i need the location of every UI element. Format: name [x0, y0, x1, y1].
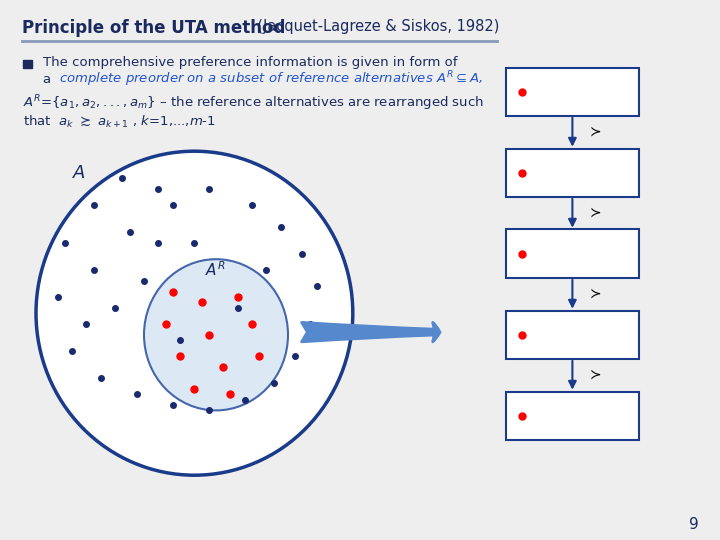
FancyBboxPatch shape: [505, 310, 639, 359]
Text: $a_3{\sim}a_4$: $a_3{\sim}a_4$: [537, 247, 585, 261]
Bar: [23, 60, 32, 68]
Text: $A$: $A$: [72, 164, 86, 182]
Text: complete preorder on a subset of reference alternatives $A^R\subseteq A$,: complete preorder on a subset of referen…: [59, 70, 483, 89]
Text: 9: 9: [688, 517, 698, 532]
Text: $a_5$: $a_5$: [537, 328, 553, 342]
Text: $\succ$: $\succ$: [587, 206, 601, 220]
Text: The comprehensive preference information is given in form of: The comprehensive preference information…: [43, 56, 458, 69]
FancyBboxPatch shape: [505, 68, 639, 116]
Text: $a_2$: $a_2$: [537, 166, 552, 180]
Text: $\succ$: $\succ$: [587, 368, 601, 382]
Text: that  $a_k\ \succsim\ a_{k+1}$ , $k$=1,...,$m$-1: that $a_k\ \succsim\ a_{k+1}$ , $k$=1,..…: [23, 113, 216, 130]
FancyBboxPatch shape: [505, 392, 639, 440]
Ellipse shape: [144, 259, 288, 410]
Text: $\succ$: $\succ$: [587, 287, 601, 301]
FancyBboxPatch shape: [505, 230, 639, 278]
Text: $A^R$: $A^R$: [205, 261, 226, 279]
Text: (Jacquet-Lagreze & Siskos, 1982): (Jacquet-Lagreze & Siskos, 1982): [248, 19, 500, 34]
Text: a: a: [43, 73, 55, 86]
Text: $A^R$={$a_1,a_2,...,a_m$} – the reference alternatives are rearranged such: $A^R$={$a_1,a_2,...,a_m$} – the referenc…: [23, 94, 484, 113]
Text: $a_1$: $a_1$: [537, 85, 552, 99]
Text: $a_6{\sim}a_7$: $a_6{\sim}a_7$: [537, 409, 585, 423]
Text: $\succ$: $\succ$: [587, 125, 601, 139]
Ellipse shape: [36, 151, 353, 475]
FancyBboxPatch shape: [505, 148, 639, 197]
Text: Principle of the UTA method: Principle of the UTA method: [22, 19, 285, 37]
